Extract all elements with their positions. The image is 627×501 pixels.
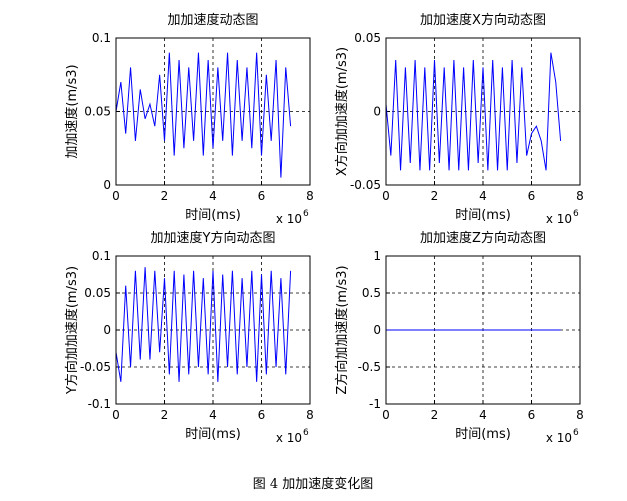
y-tick-label: 0 xyxy=(373,323,381,337)
chart-title: 加加速度X方向动态图 xyxy=(420,12,546,28)
axes-box xyxy=(115,37,311,186)
y-tick-label: -0.5 xyxy=(358,360,381,374)
x-axis-label: 时间(ms) xyxy=(455,208,511,223)
chart-title: 加加速度动态图 xyxy=(167,12,258,28)
y-tick-label: 0.05 xyxy=(84,105,111,119)
y-tick-label: 0 xyxy=(103,178,111,192)
x-scale-base: x 10 xyxy=(546,212,572,226)
x-scale-exponent: 6 xyxy=(303,428,309,438)
axes-box xyxy=(115,255,311,405)
y-tick-label: 0.1 xyxy=(92,249,111,263)
y-tick-label: -0.05 xyxy=(350,178,381,192)
x-tick-label: 2 xyxy=(431,408,439,422)
y-tick-label: 0 xyxy=(103,323,111,337)
y-axis-label: Y方向加加速度(m/s3) xyxy=(64,266,80,395)
x-tick-label: 0 xyxy=(382,189,390,203)
y-axis-label: Z方向加加速度(m/s3) xyxy=(334,265,350,394)
x-axis-label: 时间(ms) xyxy=(455,427,511,442)
x-scale-base: x 10 xyxy=(276,212,302,226)
x-tick-label: 6 xyxy=(528,189,536,203)
x-axis-label: 时间(ms) xyxy=(185,208,241,223)
chart-title: 加加速度Z方向动态图 xyxy=(420,230,546,246)
data-line xyxy=(115,267,292,382)
y-axis-label: 加加速度(m/s3) xyxy=(64,64,80,158)
y-tick-label: 1 xyxy=(373,249,381,263)
x-tick-label: 2 xyxy=(161,189,169,203)
y-tick-label: -0.05 xyxy=(80,360,111,374)
x-tick-label: 8 xyxy=(306,189,314,203)
y-tick-label: 0.5 xyxy=(362,286,381,300)
y-tick-label: 0.05 xyxy=(84,286,111,300)
x-scale-exponent: 6 xyxy=(573,209,579,219)
x-scale-base: x 10 xyxy=(546,431,572,445)
x-tick-label: 6 xyxy=(258,189,266,203)
y-tick-label: 0.1 xyxy=(92,31,111,45)
axes-box xyxy=(385,37,581,186)
x-tick-label: 4 xyxy=(209,189,217,203)
x-tick-label: 0 xyxy=(112,408,120,422)
data-line xyxy=(385,52,562,171)
x-tick-label: 4 xyxy=(209,408,217,422)
data-line xyxy=(115,52,292,178)
chart-title: 加加速度Y方向动态图 xyxy=(151,230,276,246)
x-tick-label: 2 xyxy=(431,189,439,203)
x-tick-label: 6 xyxy=(258,408,266,422)
x-scale-exponent: 6 xyxy=(573,428,579,438)
x-tick-label: 6 xyxy=(528,408,536,422)
y-axis-label: X方向加加速度(m/s3) xyxy=(334,47,350,176)
axes-box xyxy=(385,255,581,405)
y-tick-label: 0.05 xyxy=(354,31,381,45)
x-tick-label: 4 xyxy=(479,408,487,422)
x-tick-label: 8 xyxy=(576,189,584,203)
x-tick-label: 8 xyxy=(576,408,584,422)
figure-caption: 图 4 加加速度变化图 xyxy=(253,476,374,492)
x-tick-label: 0 xyxy=(382,408,390,422)
x-tick-label: 2 xyxy=(161,408,169,422)
x-axis-label: 时间(ms) xyxy=(185,427,241,442)
y-tick-label: -0.1 xyxy=(88,397,111,411)
x-scale-base: x 10 xyxy=(276,431,302,445)
y-tick-label: -1 xyxy=(369,397,381,411)
y-tick-label: 0 xyxy=(373,105,381,119)
x-tick-label: 8 xyxy=(306,408,314,422)
x-tick-label: 4 xyxy=(479,189,487,203)
x-scale-exponent: 6 xyxy=(303,209,309,219)
x-tick-label: 0 xyxy=(112,189,120,203)
